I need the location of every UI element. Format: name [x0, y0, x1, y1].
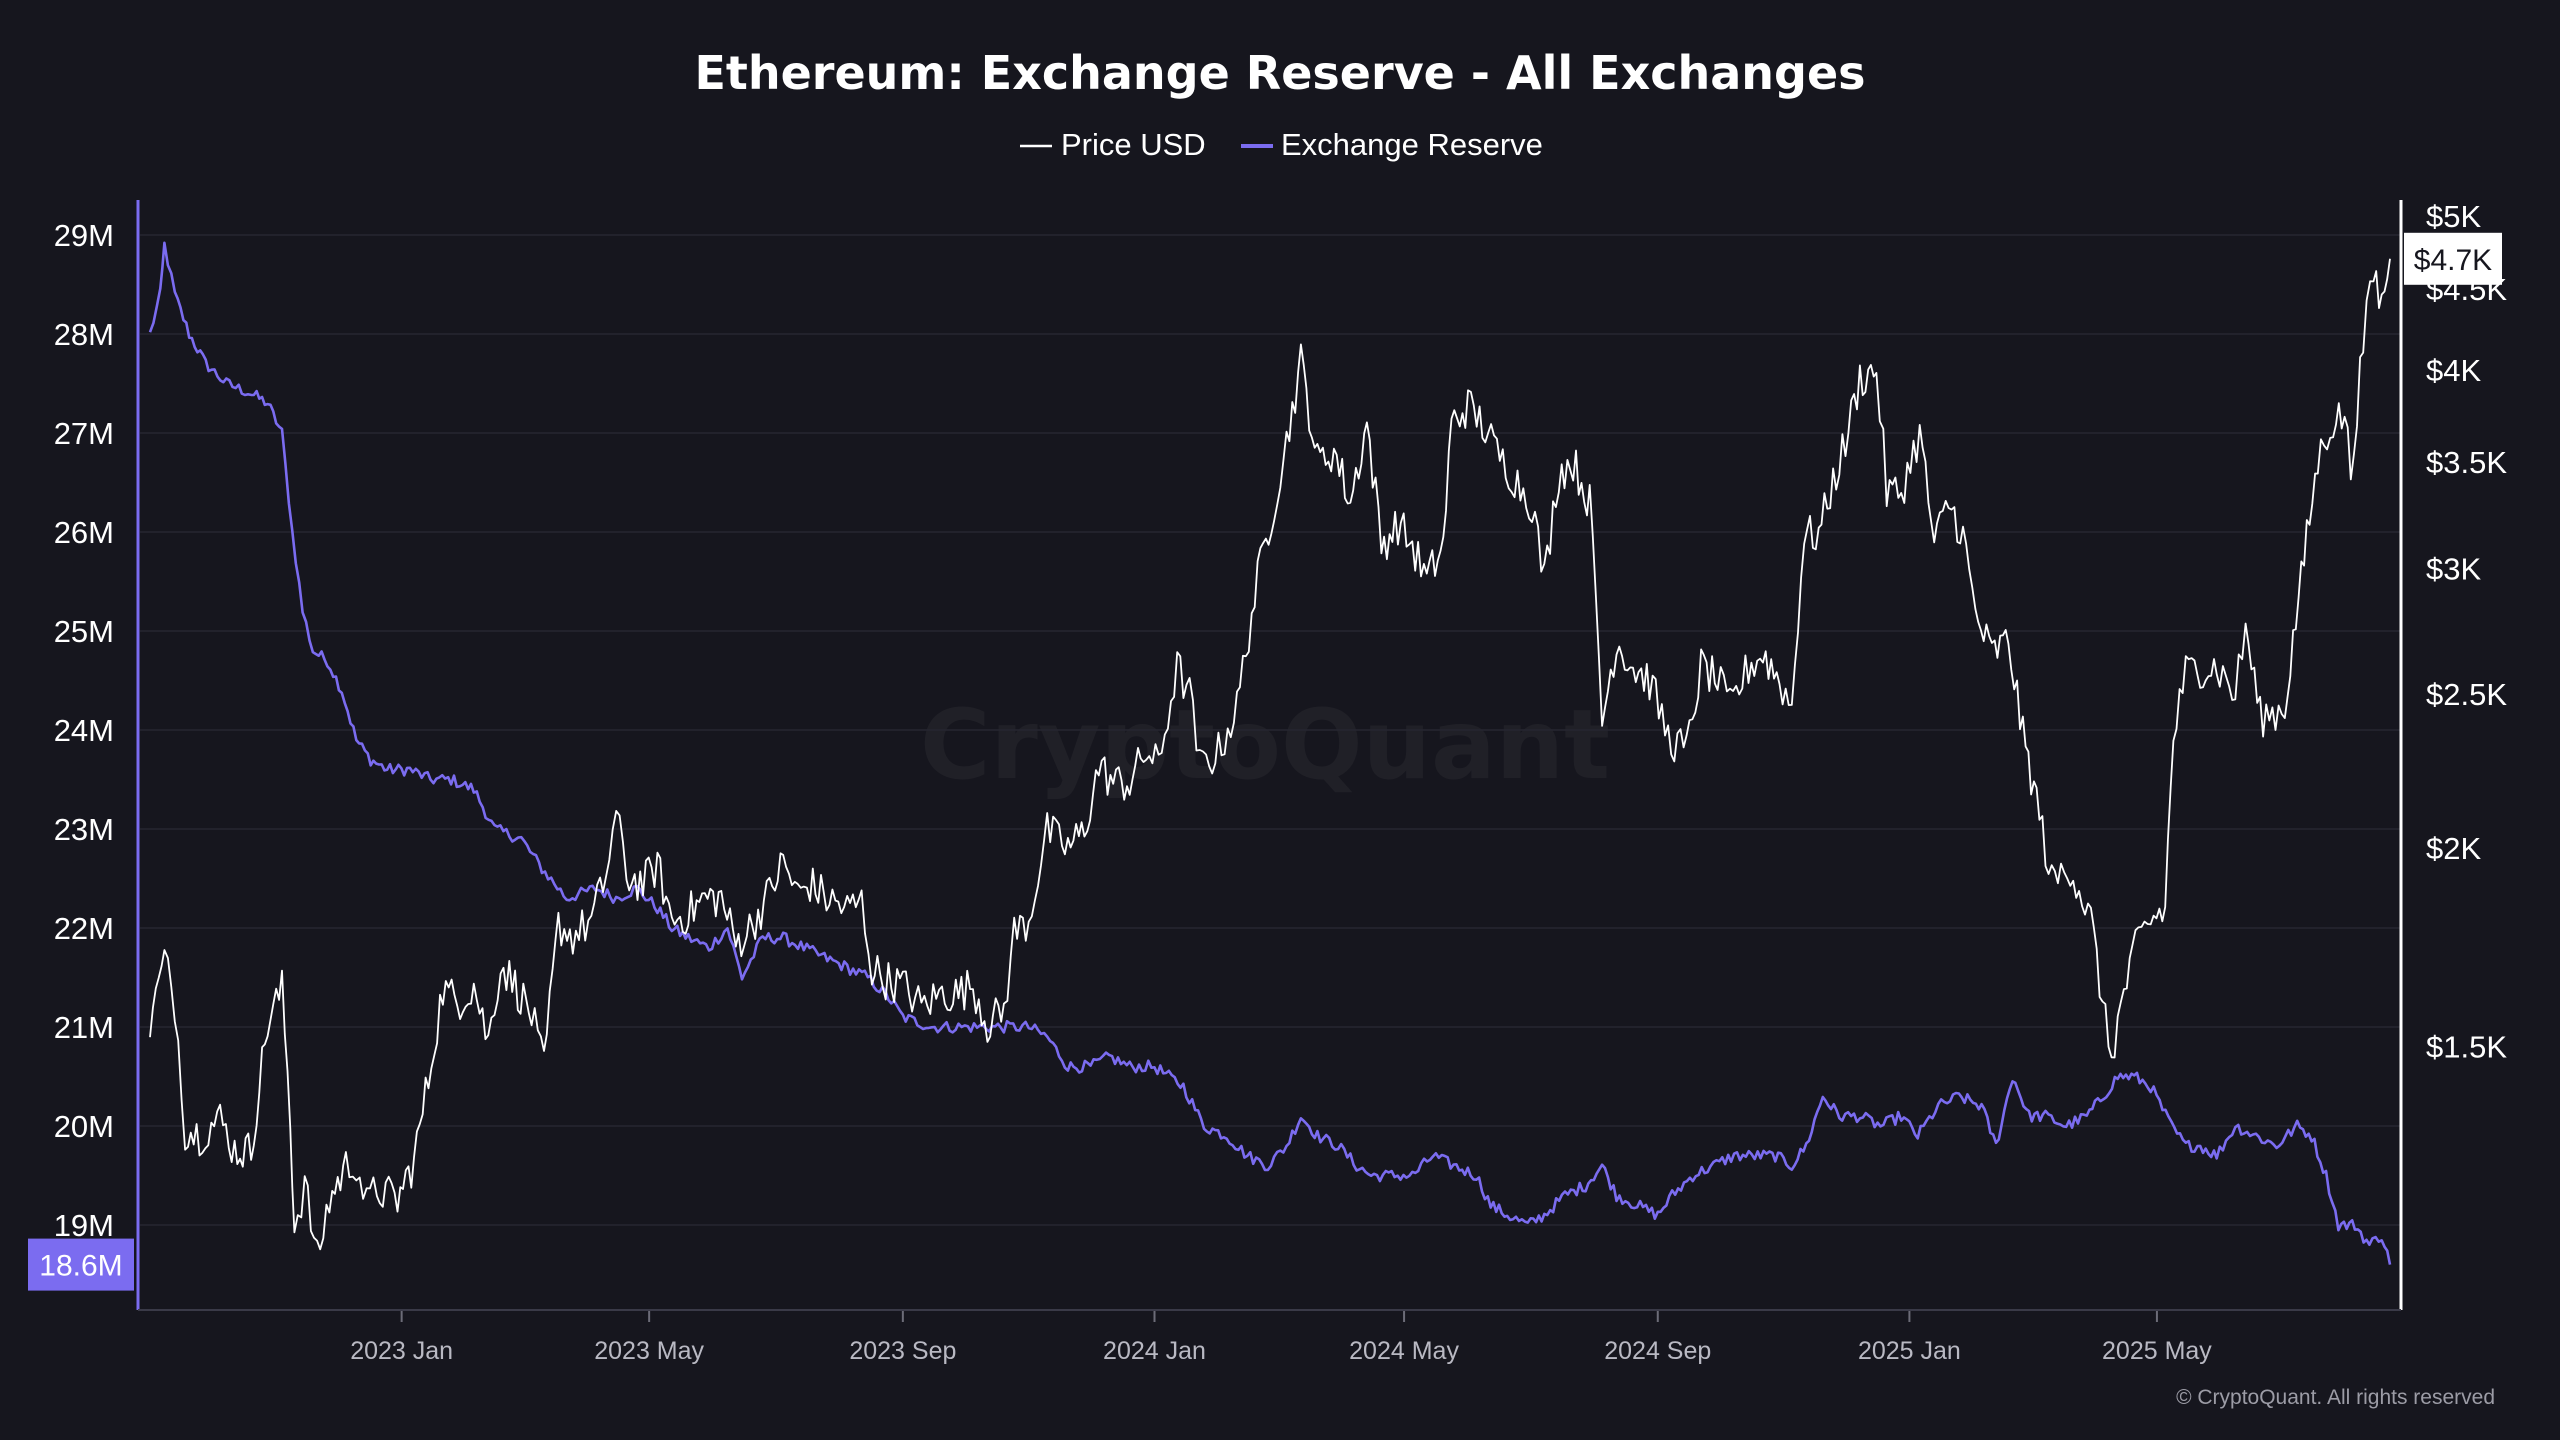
- right-tick-label: $4K: [2426, 353, 2481, 388]
- right-tick-label: $2K: [2426, 831, 2481, 866]
- watermark: CryptoQuant: [920, 689, 1610, 801]
- right-tick-label: $3.5K: [2426, 445, 2507, 480]
- x-axis: 2023 Jan 2023 May 2023 Sep 2024 Jan 2024 May…: [350, 1310, 2212, 1365]
- right-tick-label: $3K: [2426, 551, 2481, 586]
- x-tick-label: 2023 May: [594, 1337, 704, 1365]
- right-tick-label: $2.5K: [2426, 677, 2507, 712]
- chart-title: Ethereum: Exchange Reserve - All Exchang…: [694, 46, 1865, 100]
- left-tick-label: 28M: [54, 317, 114, 352]
- x-tick-label: 2023 Jan: [350, 1337, 453, 1365]
- series-line-price-usd: [149, 258, 2391, 1251]
- x-tick-label: 2024 Jan: [1103, 1337, 1206, 1365]
- left-tick-label: 20M: [54, 1109, 114, 1144]
- grid-lines: [140, 234, 2400, 1226]
- reserve-current-value: 18.6M: [39, 1250, 122, 1283]
- x-tick-label: 2023 Sep: [849, 1337, 956, 1365]
- reserve-current-badge: [28, 1238, 134, 1291]
- left-tick-label: 29M: [54, 218, 114, 253]
- series-layer: [148, 241, 2392, 1265]
- left-tick-label: 24M: [54, 713, 114, 748]
- x-tick-label: 2025 Jan: [1858, 1337, 1961, 1365]
- x-tick-label: 2025 May: [2102, 1337, 2212, 1365]
- left-tick-label: 21M: [54, 1010, 114, 1045]
- left-tick-label: 23M: [54, 812, 114, 847]
- price-current-badge: [2404, 232, 2502, 285]
- left-tick-label: 22M: [54, 911, 114, 946]
- copyright-text: © CryptoQuant. All rights reserved: [2176, 1386, 2495, 1409]
- x-tick-label: 2024 May: [1349, 1337, 1459, 1365]
- left-tick-label: 26M: [54, 515, 114, 550]
- right-tick-label: $1.5K: [2426, 1029, 2507, 1064]
- left-tick-label: 27M: [54, 416, 114, 451]
- price-current-value: $4.7K: [2414, 244, 2492, 277]
- right-tick-label: $5K: [2426, 199, 2481, 234]
- series-line-exchange-reserve: [148, 241, 2392, 1265]
- legend-price-label: Price USD: [1061, 127, 1206, 162]
- left-tick-label: 25M: [54, 614, 114, 649]
- left-y-axis: 29M 28M 27M 26M 25M 24M 23M 22M 21M 20M 19M: [54, 218, 114, 1243]
- x-tick-label: 2024 Sep: [1604, 1337, 1711, 1365]
- legend-reserve-label: Exchange Reserve: [1281, 127, 1543, 162]
- current-value-badges: 18.6M $4.7K: [28, 232, 2502, 1291]
- chart-legend: Price USD Exchange Reserve: [1020, 127, 1543, 162]
- left-tick-label: 19M: [54, 1208, 114, 1243]
